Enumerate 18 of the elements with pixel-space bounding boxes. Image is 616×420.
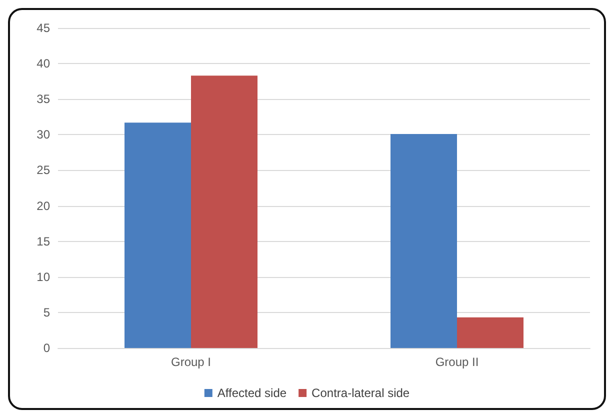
y-tick-label: 30 (36, 128, 50, 142)
bar (124, 122, 191, 348)
y-tick-label: 15 (36, 234, 50, 248)
y-tick-label: 35 (36, 92, 50, 106)
legend-label: Contra-lateral side (312, 386, 410, 400)
legend-label: Affected side (217, 386, 287, 400)
y-tick-label: 25 (36, 163, 50, 178)
bar (191, 76, 258, 348)
x-tick-label: Group II (435, 355, 479, 369)
y-tick-label: 0 (43, 341, 50, 355)
bar (390, 134, 457, 348)
bar (457, 317, 524, 348)
y-tick-label: 20 (36, 198, 50, 213)
y-tick-label: 5 (43, 305, 50, 320)
y-tick-label: 45 (36, 21, 50, 35)
y-tick-label: 40 (36, 56, 50, 71)
y-tick-label: 10 (36, 270, 50, 284)
x-tick-label: Group I (170, 355, 212, 369)
